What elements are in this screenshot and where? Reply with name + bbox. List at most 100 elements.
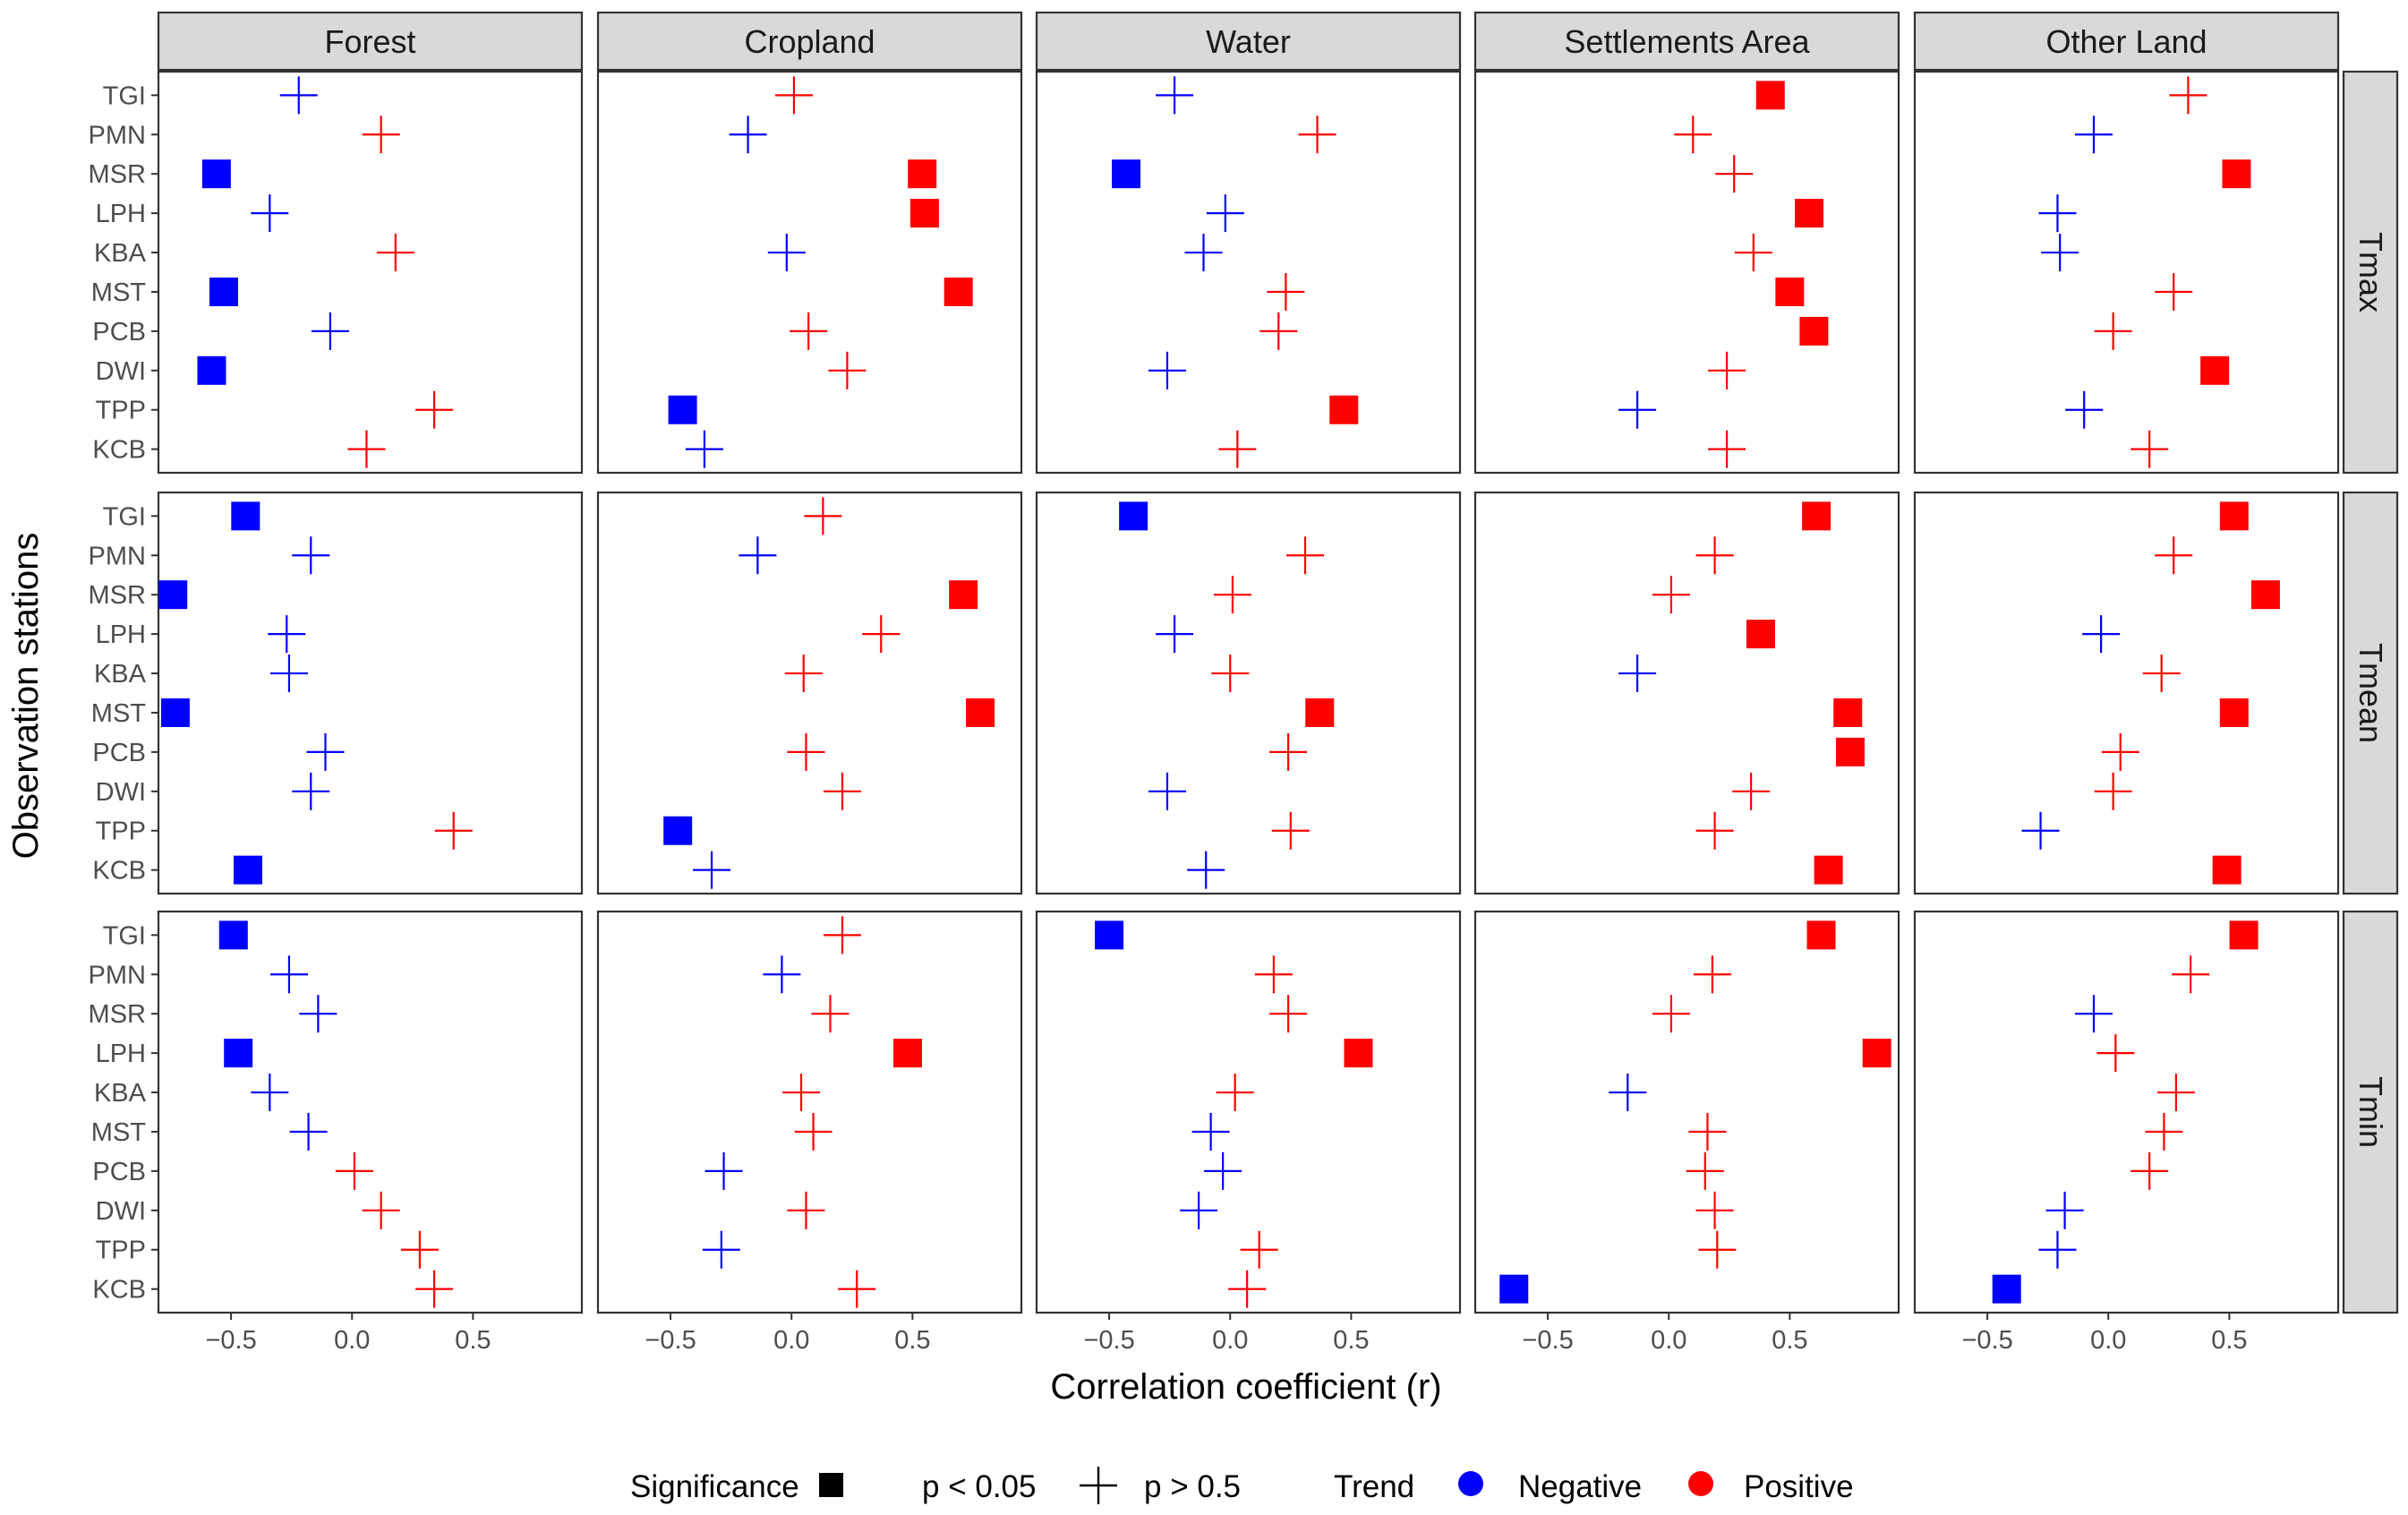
point-other-land-tmax-dwi bbox=[2200, 355, 2230, 385]
panel-forest-tmin bbox=[157, 910, 584, 1314]
point-cropland-tmax-tpp bbox=[668, 395, 697, 424]
point-settlements-area-tmean-kcb bbox=[1814, 855, 1843, 885]
point-cropland-tmean-tpp bbox=[663, 816, 693, 845]
x-tick-label: 0.5 bbox=[1333, 1326, 1369, 1355]
data-marks bbox=[158, 76, 2280, 1308]
point-forest-tmin-mst bbox=[289, 1112, 328, 1151]
x-tick-label: −0.5 bbox=[645, 1326, 696, 1355]
y-tick-label-msr: MSR bbox=[89, 160, 146, 189]
point-forest-tmean-pcb bbox=[306, 732, 345, 771]
point-other-land-tmean-pmn bbox=[2155, 536, 2193, 575]
x-tick-label: −0.5 bbox=[205, 1326, 256, 1355]
y-tick-label-msr: MSR bbox=[89, 581, 146, 610]
point-other-land-tmax-tpp bbox=[2065, 390, 2104, 429]
point-settlements-area-tmean-msr bbox=[1652, 576, 1690, 614]
legend: Significance p < 0.05 p > 0.5 Trend Nega… bbox=[630, 1467, 1854, 1504]
point-settlements-area-tmax-mst bbox=[1775, 277, 1805, 306]
x-tick-label: −0.5 bbox=[1961, 1326, 2012, 1355]
point-settlements-area-tmin-tgi bbox=[1806, 920, 1836, 950]
point-water-tmax-tgi bbox=[1156, 76, 1194, 115]
point-settlements-area-tmax-dwi bbox=[1708, 351, 1746, 389]
point-water-tmin-kcb bbox=[1228, 1270, 1267, 1308]
point-water-tmax-mst bbox=[1267, 272, 1305, 311]
point-forest-tmean-dwi bbox=[292, 772, 330, 810]
point-cropland-tmean-pmn bbox=[739, 536, 777, 575]
strip-label-forest: Forest bbox=[324, 23, 415, 60]
point-settlements-area-tmean-kba bbox=[1618, 655, 1657, 693]
y-tick-label-kcb: KCB bbox=[92, 1276, 146, 1305]
y-tick-label-dwi: DWI bbox=[96, 1197, 146, 1226]
panel-forest-tmean bbox=[157, 491, 584, 895]
point-cropland-tmax-tgi bbox=[774, 76, 813, 115]
point-other-land-tmin-msr bbox=[2075, 995, 2113, 1033]
point-settlements-area-tmin-lph bbox=[1862, 1039, 1891, 1068]
point-settlements-area-tmax-tgi bbox=[1755, 81, 1785, 110]
point-settlements-area-tmax-lph bbox=[1794, 199, 1823, 228]
y-tick-label-tgi: TGI bbox=[103, 81, 146, 110]
point-forest-tmax-msr bbox=[201, 159, 231, 189]
point-cropland-tmean-mst bbox=[966, 698, 995, 727]
point-water-tmax-msr bbox=[1112, 159, 1141, 189]
panel-water-tmean bbox=[1035, 491, 1462, 895]
y-tick-label-pcb: PCB bbox=[92, 739, 146, 767]
point-water-tmax-kcb bbox=[1218, 430, 1257, 468]
y-tick-label-dwi: DWI bbox=[96, 357, 146, 386]
point-cropland-tmean-lph bbox=[862, 615, 901, 654]
point-forest-tmin-kcb bbox=[415, 1270, 454, 1308]
strip-label-other-land: Other Land bbox=[2045, 23, 2207, 60]
point-forest-tmin-pmn bbox=[269, 955, 308, 994]
point-settlements-area-tmax-msr bbox=[1715, 155, 1754, 193]
strip-label-cropland: Cropland bbox=[744, 23, 875, 60]
point-other-land-tmean-kba bbox=[2142, 655, 2181, 693]
panel-settlements-area-tmax bbox=[1473, 70, 1900, 475]
point-settlements-area-tmin-tpp bbox=[1698, 1230, 1737, 1269]
point-other-land-tmean-pcb bbox=[2101, 732, 2139, 771]
point-settlements-area-tmin-dwi bbox=[1695, 1191, 1734, 1229]
y-tick-label-mst: MST bbox=[91, 1118, 147, 1147]
panel-other-land-tmean bbox=[1913, 491, 2340, 895]
point-other-land-tmean-mst bbox=[2219, 698, 2249, 727]
strip-tmin bbox=[2342, 910, 2399, 1314]
point-settlements-area-tmean-pmn bbox=[1695, 536, 1734, 575]
strip-other-land bbox=[1913, 11, 2340, 72]
point-forest-tmax-pcb bbox=[311, 312, 349, 350]
x-tick-label: 0.0 bbox=[334, 1326, 370, 1355]
point-other-land-tmax-tgi bbox=[2169, 76, 2207, 115]
x-tick-label: 0.5 bbox=[894, 1326, 930, 1355]
point-cropland-tmin-pcb bbox=[704, 1151, 743, 1190]
row-strips: Tmax Tmean Tmin bbox=[2342, 70, 2399, 1314]
point-cropland-tmin-tgi bbox=[823, 916, 861, 954]
legend-negative-dot-icon bbox=[1458, 1471, 1483, 1496]
point-water-tmean-kba bbox=[1211, 655, 1250, 693]
point-cropland-tmean-kcb bbox=[693, 851, 731, 889]
point-forest-tmin-kba bbox=[251, 1074, 289, 1112]
point-water-tmean-pmn bbox=[1286, 536, 1325, 575]
point-cropland-tmax-dwi bbox=[828, 351, 867, 389]
strip-cropland bbox=[596, 11, 1023, 72]
point-other-land-tmin-tgi bbox=[2229, 920, 2259, 950]
strip-label-water: Water bbox=[1206, 23, 1291, 60]
point-other-land-tmin-dwi bbox=[2045, 1191, 2084, 1229]
point-forest-tmin-msr bbox=[299, 995, 337, 1033]
point-cropland-tmean-msr bbox=[949, 580, 978, 610]
legend-nonsignificant-label: p > 0.5 bbox=[1144, 1469, 1241, 1504]
point-other-land-tmean-kcb bbox=[2212, 855, 2241, 885]
point-settlements-area-tmin-pcb bbox=[1686, 1151, 1724, 1190]
point-water-tmean-kcb bbox=[1187, 851, 1225, 889]
legend-positive-label: Positive bbox=[1744, 1469, 1854, 1504]
panel-other-land-tmax bbox=[1913, 70, 2340, 475]
point-water-tmax-tpp bbox=[1329, 395, 1359, 424]
point-cropland-tmin-kba bbox=[782, 1074, 821, 1112]
point-settlements-area-tmean-tgi bbox=[1802, 501, 1832, 531]
y-tick-label-pmn: PMN bbox=[89, 542, 146, 570]
x-tick-label: 0.0 bbox=[773, 1326, 809, 1355]
y-tick-label-tpp: TPP bbox=[96, 397, 146, 425]
point-other-land-tmax-pmn bbox=[2075, 116, 2113, 154]
point-settlements-area-tmin-kcb bbox=[1499, 1274, 1529, 1304]
point-forest-tmax-dwi bbox=[197, 355, 226, 385]
point-water-tmin-pmn bbox=[1254, 955, 1293, 994]
facet-panels bbox=[157, 70, 2340, 1314]
point-water-tmean-dwi bbox=[1148, 772, 1186, 810]
legend-trend-title: Trend bbox=[1334, 1469, 1414, 1504]
point-cropland-tmax-pcb bbox=[790, 312, 828, 350]
